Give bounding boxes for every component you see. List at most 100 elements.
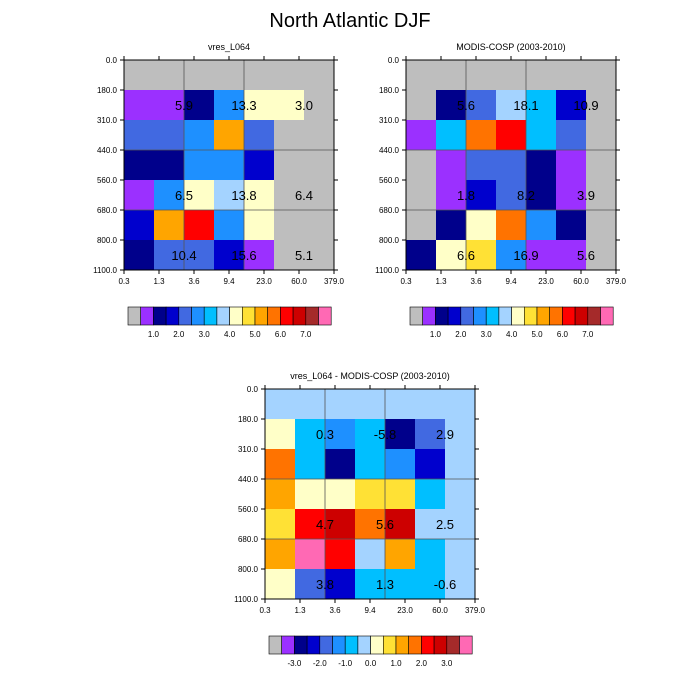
colorbar-label: 1.0 bbox=[390, 659, 402, 668]
cell-value-label: 0.3 bbox=[316, 427, 334, 442]
heatmap-cell bbox=[274, 150, 305, 181]
heatmap-cell bbox=[415, 509, 446, 540]
colorbar-swatch bbox=[191, 306, 205, 326]
heatmap-cell bbox=[274, 60, 305, 91]
heatmap-cell bbox=[406, 180, 437, 211]
heatmap-cell bbox=[466, 180, 497, 211]
colorbar-swatch bbox=[153, 306, 167, 326]
heatmap-cell bbox=[325, 569, 356, 600]
heatmap-cell bbox=[586, 240, 617, 271]
heatmap-cell bbox=[586, 90, 617, 121]
heatmap-cell bbox=[214, 150, 245, 181]
heatmap-cell bbox=[526, 150, 557, 181]
heatmap-cell bbox=[496, 210, 527, 241]
heatmap-panel-difference: vres_L064 - MODIS-COSP (2003-2010) 0.0 180… bbox=[234, 371, 485, 668]
heatmap-cell bbox=[445, 479, 476, 510]
colorbar-label: 0.0 bbox=[365, 659, 377, 668]
colorbar-swatch bbox=[281, 635, 295, 655]
heatmap-cell bbox=[325, 419, 356, 450]
heatmap-cell bbox=[556, 240, 587, 271]
heatmap-cell bbox=[184, 120, 215, 151]
x-tick-label: 9.4 bbox=[364, 606, 376, 615]
colorbar-label: -3.0 bbox=[288, 659, 302, 668]
heatmap-cell bbox=[265, 569, 296, 600]
heatmap-cell bbox=[355, 449, 386, 480]
colorbar-swatch bbox=[459, 635, 473, 655]
heatmap-cell bbox=[436, 150, 467, 181]
heatmap-cell bbox=[124, 90, 155, 121]
cell-value-label: 1.8 bbox=[457, 188, 475, 203]
colorbar-label: 3.0 bbox=[481, 330, 493, 339]
heatmap-cell bbox=[436, 90, 467, 121]
heatmap-cell bbox=[466, 120, 497, 151]
x-tick-label: 379.0 bbox=[324, 277, 345, 286]
heatmap-cell bbox=[124, 120, 155, 151]
colorbar-label: 6.0 bbox=[275, 330, 287, 339]
colorbar-label: 3.0 bbox=[199, 330, 211, 339]
colorbar-swatch bbox=[383, 635, 397, 655]
heatmap-cell bbox=[436, 240, 467, 271]
colorbar-swatch bbox=[292, 306, 307, 326]
heatmap-cell bbox=[184, 60, 215, 91]
y-tick-label: 800.0 bbox=[379, 236, 400, 245]
heatmap-cell bbox=[415, 389, 446, 420]
heatmap-cell bbox=[526, 90, 557, 121]
heatmap-cell bbox=[556, 90, 587, 121]
heatmap-cell bbox=[415, 479, 446, 510]
heatmap-cell bbox=[304, 60, 335, 91]
heatmap-cell bbox=[436, 120, 467, 151]
heatmap-cell bbox=[406, 150, 437, 181]
heatmap-cell bbox=[556, 210, 587, 241]
heatmap-cell bbox=[496, 150, 527, 181]
heatmap-cell bbox=[445, 539, 476, 570]
heatmap-cell bbox=[385, 389, 416, 420]
colorbar-swatch bbox=[305, 306, 319, 326]
heatmap-cell bbox=[295, 569, 326, 600]
colorbar-swatch bbox=[600, 306, 614, 326]
colorbar-label: 2.0 bbox=[416, 659, 428, 668]
colorbar-swatch bbox=[435, 306, 449, 326]
x-tick-label: 0.3 bbox=[400, 277, 412, 286]
colorbar-swatch bbox=[524, 306, 538, 326]
y-tick-label: 0.0 bbox=[388, 56, 400, 65]
colorbar-swatch bbox=[370, 635, 384, 655]
heatmap-cell bbox=[415, 539, 446, 570]
heatmap-panel-model: vres_L064 0.0 180.0 310.0 440.0 560.0 680.0 800… bbox=[93, 42, 344, 339]
colorbar-swatch bbox=[409, 306, 423, 326]
heatmap-cell bbox=[496, 90, 527, 121]
colorbar-label: 3.0 bbox=[441, 659, 453, 668]
heatmap-cell bbox=[445, 569, 476, 600]
heatmap-cell bbox=[406, 240, 437, 271]
y-tick-label: 560.0 bbox=[238, 505, 259, 514]
panel-title: vres_L064 - MODIS-COSP (2003-2010) bbox=[290, 371, 449, 381]
heatmap-cell bbox=[214, 210, 245, 241]
colorbar-swatch bbox=[203, 306, 218, 326]
heatmap-cell bbox=[586, 210, 617, 241]
heatmap-cell bbox=[355, 479, 386, 510]
heatmap-cell bbox=[244, 90, 275, 121]
colorbar-swatch bbox=[460, 306, 474, 326]
heatmap-cell bbox=[295, 479, 326, 510]
heatmap-cell bbox=[586, 180, 617, 211]
heatmap-cell bbox=[466, 210, 497, 241]
cell-value-label: 3.0 bbox=[295, 98, 313, 113]
x-tick-label: 60.0 bbox=[291, 277, 307, 286]
heatmap-cell bbox=[466, 60, 497, 91]
heatmap-cell bbox=[244, 240, 275, 271]
colorbar-swatch bbox=[306, 635, 321, 655]
heatmap-plot-area: 0.0180.0310.0440.0560.0680.0800.01100.00… bbox=[234, 385, 486, 615]
heatmap-cell bbox=[496, 120, 527, 151]
heatmap-cell bbox=[415, 449, 446, 480]
colorbar-swatch bbox=[395, 635, 409, 655]
heatmap-cell bbox=[385, 419, 416, 450]
colorbar-label: 2.0 bbox=[455, 330, 467, 339]
heatmap-cell bbox=[406, 210, 437, 241]
heatmap-cell bbox=[466, 150, 497, 181]
heatmap-cell bbox=[415, 569, 446, 600]
heatmap-cell bbox=[265, 389, 296, 420]
colorbar-swatch bbox=[165, 306, 180, 326]
colorbar-label: 5.0 bbox=[249, 330, 261, 339]
cell-value-label: -5.8 bbox=[374, 427, 396, 442]
heatmap-cell bbox=[304, 180, 335, 211]
x-tick-label: 1.3 bbox=[153, 277, 165, 286]
